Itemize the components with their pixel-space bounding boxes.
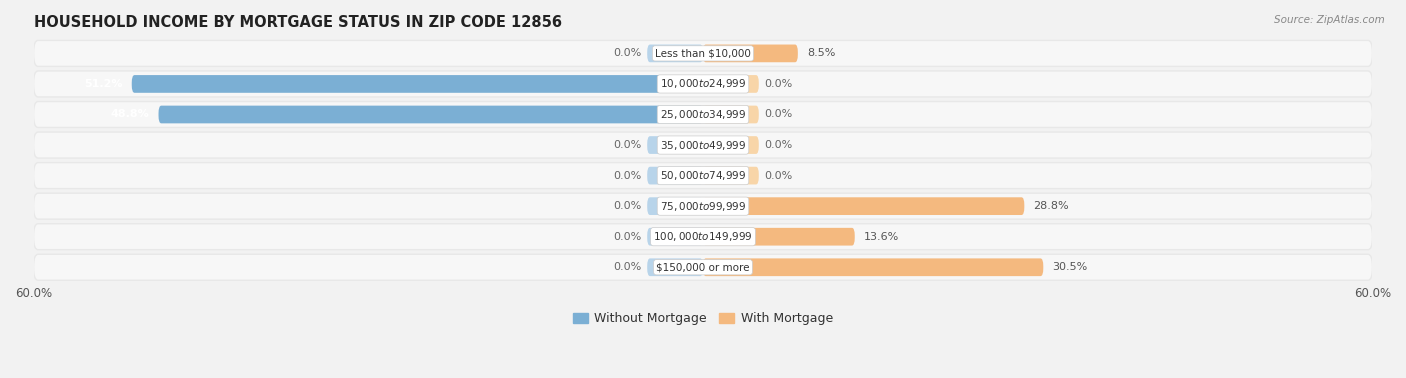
FancyBboxPatch shape (34, 71, 1372, 97)
FancyBboxPatch shape (647, 136, 703, 154)
FancyBboxPatch shape (34, 224, 1372, 250)
Text: 13.6%: 13.6% (863, 232, 898, 242)
FancyBboxPatch shape (34, 40, 1372, 67)
Text: $25,000 to $34,999: $25,000 to $34,999 (659, 108, 747, 121)
Text: 51.2%: 51.2% (84, 79, 122, 89)
Text: 30.5%: 30.5% (1052, 262, 1087, 272)
FancyBboxPatch shape (647, 259, 703, 276)
FancyBboxPatch shape (647, 167, 703, 184)
Text: Less than $10,000: Less than $10,000 (655, 48, 751, 58)
Text: $50,000 to $74,999: $50,000 to $74,999 (659, 169, 747, 182)
Text: 48.8%: 48.8% (111, 110, 149, 119)
Text: $150,000 or more: $150,000 or more (657, 262, 749, 272)
FancyBboxPatch shape (34, 254, 1372, 280)
Text: 0.0%: 0.0% (765, 110, 793, 119)
FancyBboxPatch shape (647, 197, 703, 215)
Text: 0.0%: 0.0% (613, 48, 641, 58)
FancyBboxPatch shape (703, 167, 759, 184)
Text: 0.0%: 0.0% (613, 201, 641, 211)
FancyBboxPatch shape (159, 105, 703, 123)
Text: 0.0%: 0.0% (765, 140, 793, 150)
Text: 0.0%: 0.0% (613, 140, 641, 150)
FancyBboxPatch shape (34, 163, 1372, 189)
FancyBboxPatch shape (34, 132, 1372, 158)
Text: 28.8%: 28.8% (1033, 201, 1069, 211)
Text: HOUSEHOLD INCOME BY MORTGAGE STATUS IN ZIP CODE 12856: HOUSEHOLD INCOME BY MORTGAGE STATUS IN Z… (34, 15, 561, 30)
Text: Source: ZipAtlas.com: Source: ZipAtlas.com (1274, 15, 1385, 25)
Text: 0.0%: 0.0% (613, 232, 641, 242)
FancyBboxPatch shape (132, 75, 703, 93)
Legend: Without Mortgage, With Mortgage: Without Mortgage, With Mortgage (568, 307, 838, 330)
FancyBboxPatch shape (703, 259, 1043, 276)
Text: 8.5%: 8.5% (807, 48, 835, 58)
Text: 0.0%: 0.0% (613, 262, 641, 272)
Text: 0.0%: 0.0% (765, 170, 793, 181)
FancyBboxPatch shape (34, 102, 1372, 127)
FancyBboxPatch shape (703, 197, 1025, 215)
Text: 0.0%: 0.0% (765, 79, 793, 89)
FancyBboxPatch shape (703, 136, 759, 154)
Text: $35,000 to $49,999: $35,000 to $49,999 (659, 139, 747, 152)
FancyBboxPatch shape (703, 75, 759, 93)
FancyBboxPatch shape (34, 193, 1372, 219)
FancyBboxPatch shape (703, 105, 759, 123)
Text: $100,000 to $149,999: $100,000 to $149,999 (654, 230, 752, 243)
FancyBboxPatch shape (647, 228, 703, 246)
Text: $75,000 to $99,999: $75,000 to $99,999 (659, 200, 747, 213)
FancyBboxPatch shape (647, 45, 703, 62)
FancyBboxPatch shape (703, 228, 855, 246)
FancyBboxPatch shape (703, 45, 797, 62)
Text: 0.0%: 0.0% (613, 170, 641, 181)
Text: $10,000 to $24,999: $10,000 to $24,999 (659, 77, 747, 90)
